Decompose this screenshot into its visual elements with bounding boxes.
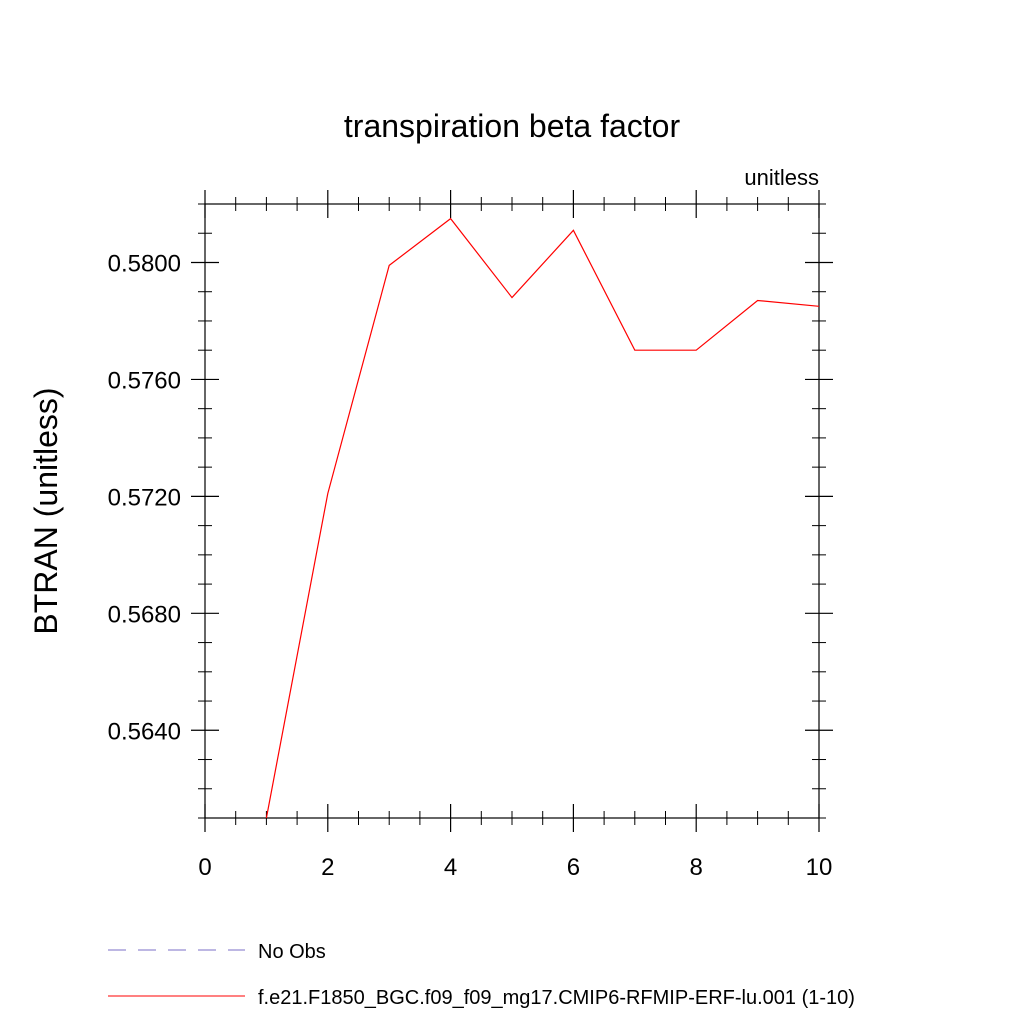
x-tick-label: 2 [321,854,334,881]
series-layer [265,217,820,819]
units-label: unitless [744,165,819,190]
x-tick-label: 6 [567,854,580,881]
axis-ticks [191,190,833,832]
x-tick-label: 0 [198,854,211,881]
legend-label: No Obs [258,941,326,963]
y-axis-label: BTRAN (unitless) [28,387,64,634]
y-tick-label: 0.5640 [108,718,181,745]
series-line [265,217,820,819]
x-tick-label: 8 [690,854,703,881]
legend: No Obs f.e21.F1850_BGC.f09_f09_mg17.CMIP6… [108,941,855,1009]
y-tick-label: 0.5720 [108,484,181,511]
chart-title: transpiration beta factor [344,108,681,144]
y-tick-label: 0.5760 [108,367,181,394]
x-tick-label: 10 [806,854,833,881]
y-tick-label: 0.5680 [108,601,181,628]
legend-label: f.e21.F1850_BGC.f09_f09_mg17.CMIP6-RFMIP… [258,987,855,1009]
tick-labels: 0 2 4 6 8 10 0.5640 0.5680 0.5720 0.5760 0.5800 [108,250,833,881]
y-tick-label: 0.5800 [108,250,181,277]
x-tick-label: 4 [444,854,457,881]
plot-frame [204,203,820,819]
